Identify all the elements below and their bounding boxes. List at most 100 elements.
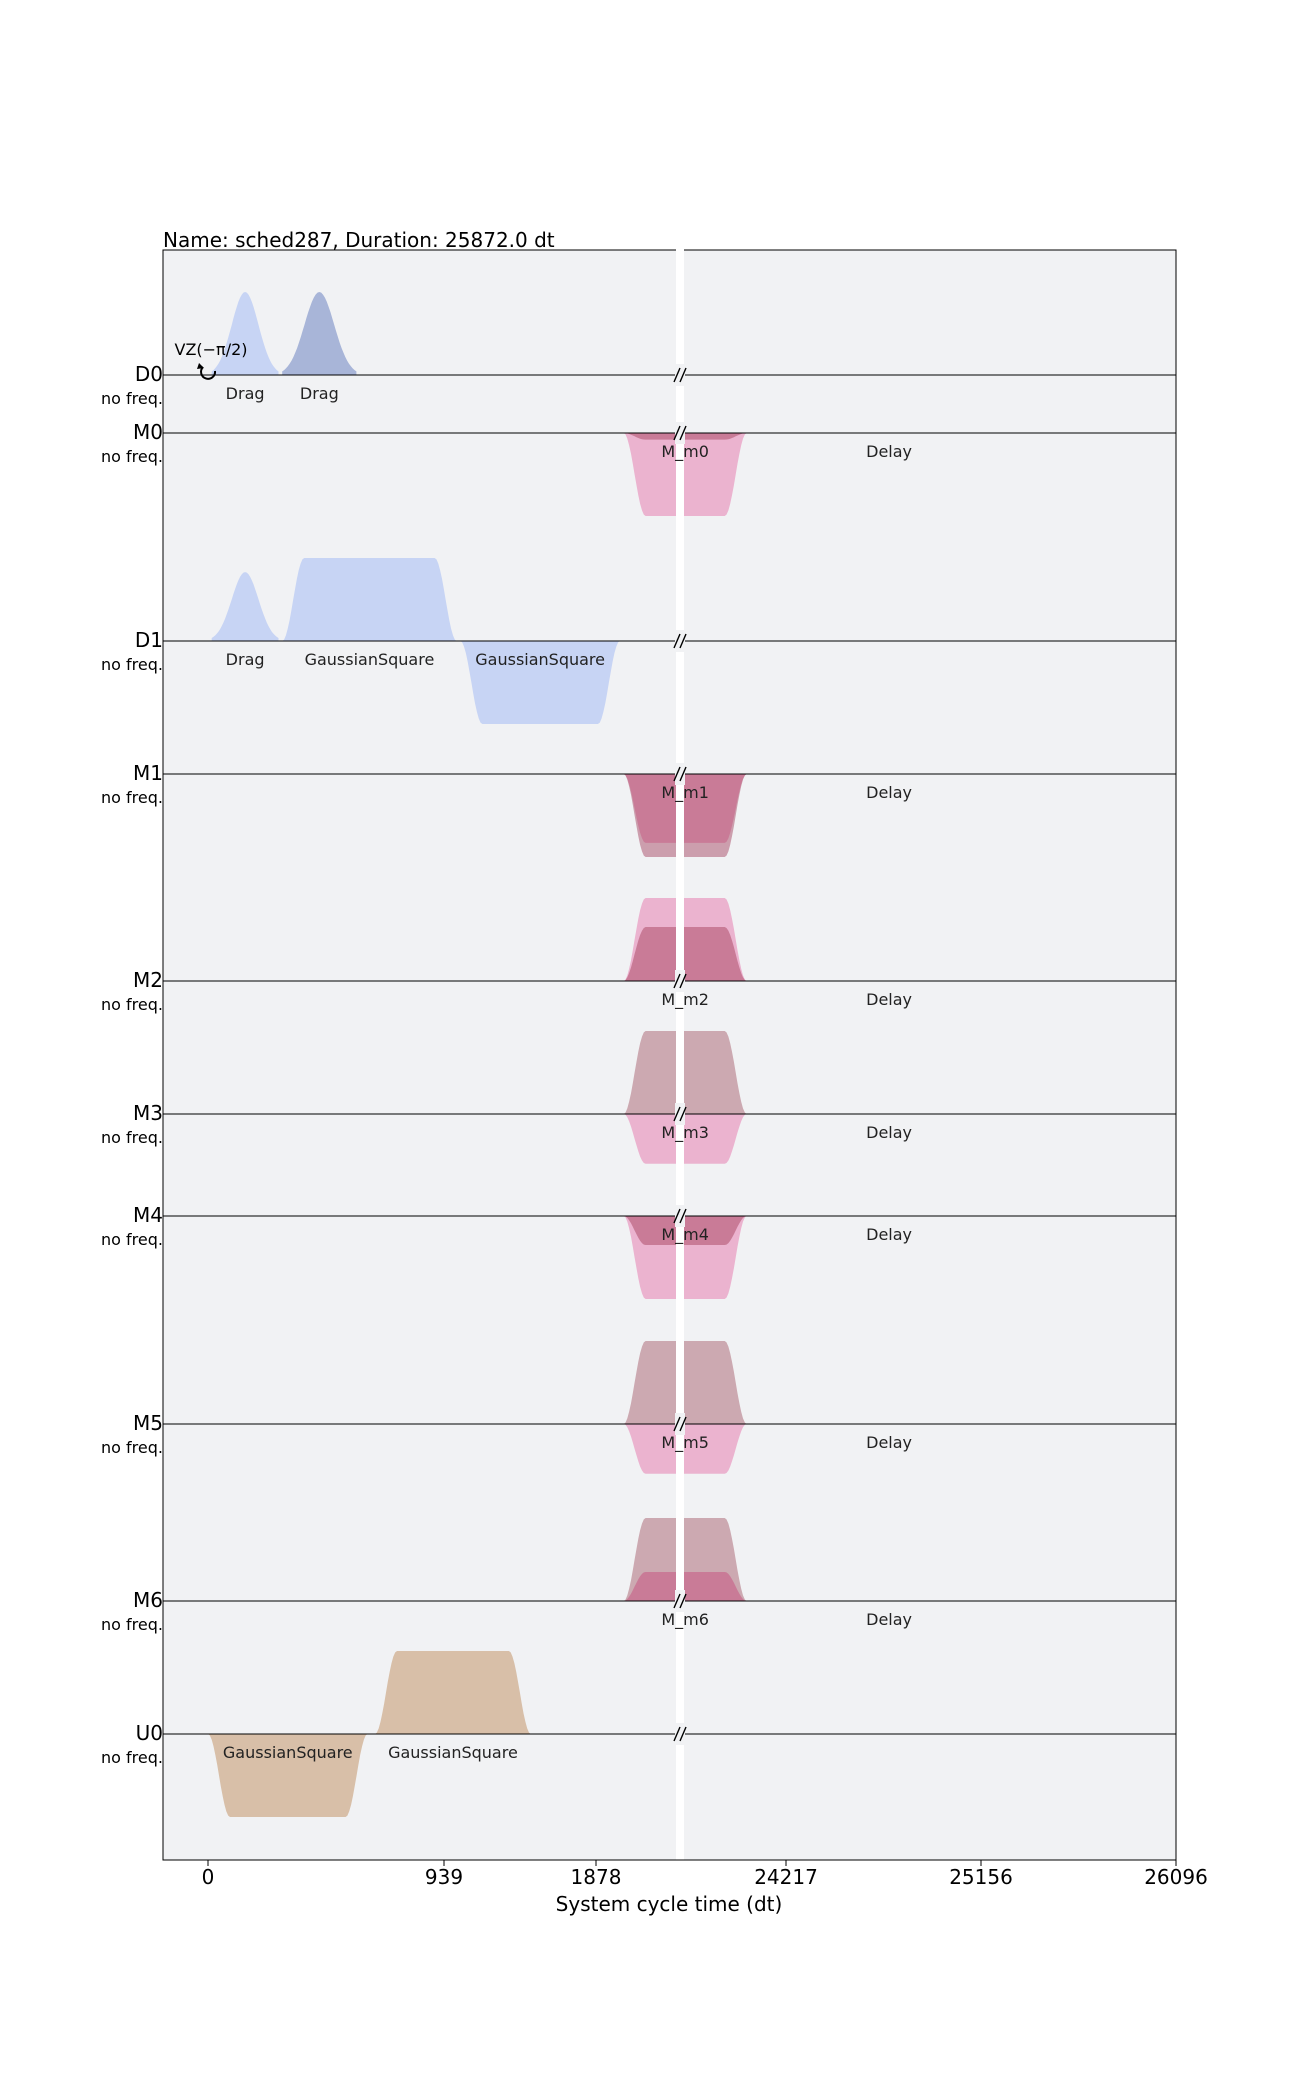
break-mark-m1-1	[679, 766, 687, 782]
break-mark-m4-1	[679, 1208, 687, 1224]
delay-label-m6: Delay	[866, 1610, 912, 1629]
break-mark-d1-0	[673, 633, 681, 649]
pulse-label-d0-1: Drag	[300, 384, 339, 403]
channel-name-m4: M4	[133, 1203, 163, 1227]
break-gap-d1	[675, 630, 685, 652]
break-gap-m3	[675, 1103, 685, 1125]
break-mark-d1-1	[679, 633, 687, 649]
pulse-d1-2	[460, 641, 620, 724]
pulse-u0-0	[208, 1734, 368, 1817]
pulses-layer	[208, 250, 747, 1860]
frame-change-icon-d0-0	[200, 366, 217, 380]
axis-break-band	[676, 250, 684, 1860]
pulse-label-d1-1: GaussianSquare	[305, 650, 435, 669]
channel-name-m3: M3	[133, 1101, 163, 1125]
x-tick-label-5: 26096	[1144, 1865, 1208, 1889]
channel-name-d0: D0	[135, 362, 163, 386]
pulse-d1-1	[282, 558, 457, 641]
channel-name-m6: M6	[133, 1588, 163, 1612]
channel-name-d1: D1	[135, 628, 163, 652]
pulse-label-m1-0: M_m1	[661, 783, 709, 803]
x-tick-label-3: 24217	[754, 1865, 818, 1889]
break-mark-m6-1	[679, 1593, 687, 1609]
plot-title: Name: sched287, Duration: 25872.0 dt	[163, 228, 555, 252]
channel-name-m1: M1	[133, 761, 163, 785]
x-axis-label: System cycle time (dt)	[556, 1892, 783, 1916]
delay-label-m3: Delay	[866, 1123, 912, 1142]
pulse-label-d1-2: GaussianSquare	[475, 650, 605, 669]
break-gap-m1	[675, 763, 685, 785]
channel-freq-m2: no freq.	[101, 995, 163, 1014]
pulse-label-u0-0: GaussianSquare	[223, 1743, 353, 1762]
pulse-m3-0	[623, 1031, 747, 1114]
pulse-label-d1-0: Drag	[226, 650, 265, 669]
break-mark-m2-0	[673, 973, 681, 989]
pulse-m1-1	[623, 774, 747, 843]
pulse-m5-1	[623, 1424, 747, 1474]
pulse-d0-0	[211, 292, 279, 375]
break-mark-m2-1	[679, 973, 687, 989]
break-mark-d0-1	[679, 367, 687, 383]
pulse-label-m2-0: M_m2	[661, 990, 709, 1010]
pulse-m4-1	[623, 1216, 747, 1245]
break-mark-m5-0	[673, 1416, 681, 1432]
pulse-label-m6-0: M_m6	[661, 1610, 709, 1630]
break-mark-m1-0	[673, 766, 681, 782]
labels-layer: Drag Drag D0 no freq. VZ(−π/2) M_m0 M0 no freq.…	[101, 340, 912, 1767]
pulse-d0-1	[282, 292, 357, 375]
x-tick-label-2: 1878	[571, 1865, 622, 1889]
channel-freq-d0: no freq.	[101, 389, 163, 408]
channel-name-m5: M5	[133, 1411, 163, 1435]
channel-name-m2: M2	[133, 968, 163, 992]
break-mark-d0-0	[673, 367, 681, 383]
break-gap-d0	[675, 364, 685, 386]
break-mark-m3-1	[679, 1106, 687, 1122]
break-mark-u0-1	[679, 1726, 687, 1742]
break-gap-u0	[675, 1723, 685, 1745]
pulse-label-d0-0: Drag	[226, 384, 265, 403]
pulse-label-u0-1: GaussianSquare	[388, 1743, 518, 1762]
channel-name-m0: M0	[133, 420, 163, 444]
x-axis-ticks: 0 939 1878 24217 25156 26096	[202, 1860, 1208, 1889]
pulse-d1-0	[211, 572, 279, 641]
delay-label-m1: Delay	[866, 783, 912, 802]
channel-freq-d1: no freq.	[101, 655, 163, 674]
pulse-m3-1	[623, 1114, 747, 1164]
channel-freq-m1: no freq.	[101, 788, 163, 807]
pulse-label-m5-0: M_m5	[661, 1433, 709, 1453]
axis-break-top-gap	[676, 246, 684, 254]
pulse-m5-0	[623, 1341, 747, 1424]
break-mark-m0-1	[679, 425, 687, 441]
channel-freq-m5: no freq.	[101, 1438, 163, 1457]
break-mark-m3-0	[673, 1106, 681, 1122]
break-mark-u0-0	[673, 1726, 681, 1742]
pulse-label-m0-0: M_m0	[661, 442, 709, 462]
break-gap-m4	[675, 1205, 685, 1227]
break-mark-m5-1	[679, 1416, 687, 1432]
break-mark-m0-0	[673, 425, 681, 441]
delay-label-m5: Delay	[866, 1433, 912, 1452]
pulse-m2-1	[623, 927, 747, 981]
x-tick-label-1: 939	[425, 1865, 463, 1889]
x-tick-label-0: 0	[202, 1865, 215, 1889]
channel-freq-m3: no freq.	[101, 1128, 163, 1147]
break-gap-m6	[675, 1590, 685, 1612]
channel-freq-m6: no freq.	[101, 1615, 163, 1634]
delay-label-m2: Delay	[866, 990, 912, 1009]
break-mark-m6-0	[673, 1593, 681, 1609]
pulse-m6-1	[623, 1572, 747, 1601]
frame-change-arrow-icon-d0-0	[197, 363, 204, 369]
pulse-label-m4-0: M_m4	[661, 1225, 709, 1245]
frame-change-label-d0-0: VZ(−π/2)	[175, 340, 248, 359]
plot-frame	[162, 249, 1177, 1861]
x-tick-label-4: 25156	[949, 1865, 1013, 1889]
channel-freq-u0: no freq.	[101, 1748, 163, 1767]
delay-label-m4: Delay	[866, 1225, 912, 1244]
pulse-m0-1	[623, 433, 747, 440]
channel-name-u0: U0	[136, 1721, 163, 1745]
baselines-layer	[163, 374, 1176, 1735]
channel-freq-m0: no freq.	[101, 447, 163, 466]
pulse-label-m3-0: M_m3	[661, 1123, 709, 1143]
delay-label-m0: Delay	[866, 442, 912, 461]
